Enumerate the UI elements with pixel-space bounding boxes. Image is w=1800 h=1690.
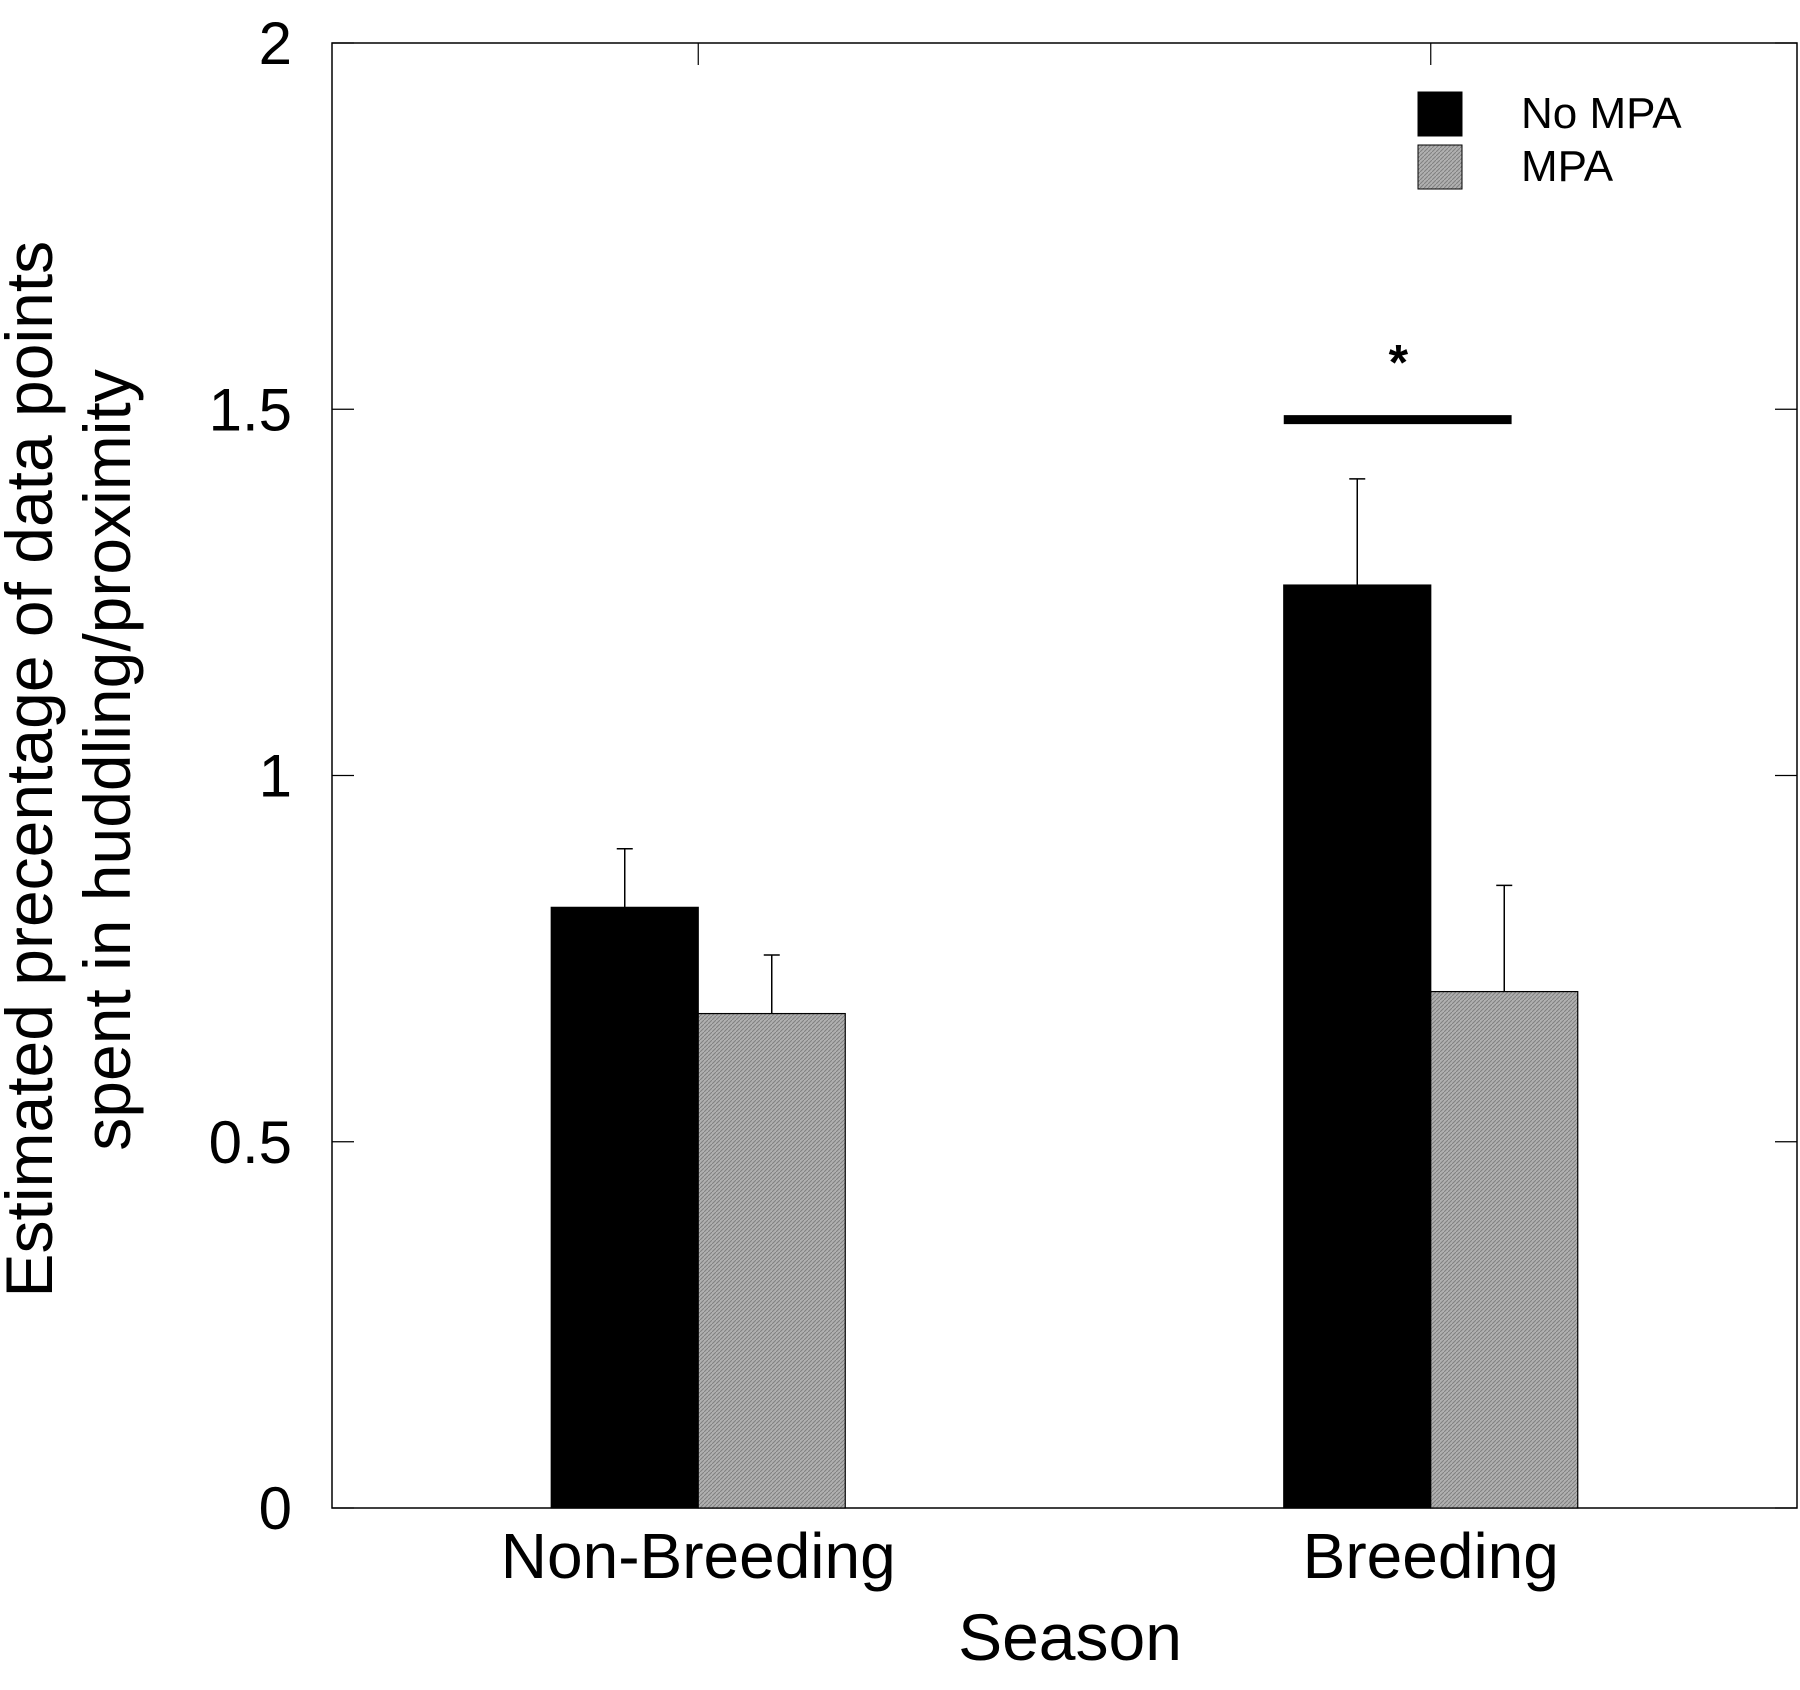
- y-axis-title-line-2: spent in huddling/proximity: [70, 369, 144, 1150]
- x-axis-title: Season: [958, 1600, 1182, 1674]
- x-tick-label: Breeding: [1303, 1520, 1559, 1592]
- legend-swatch: [1417, 144, 1463, 190]
- y-tick-label: 1: [259, 743, 292, 810]
- y-axis-title: Estimated precentage of data points spen…: [0, 222, 144, 1297]
- bar-mpa-non-breeding: [697, 1012, 846, 1509]
- y-tick-label: 0.5: [209, 1109, 292, 1176]
- x-tick-label: Non-Breeding: [501, 1520, 896, 1592]
- y-tick-label: 1.5: [209, 376, 292, 443]
- bar-mpa-breeding: [1430, 990, 1579, 1509]
- legend-swatch: [1417, 91, 1463, 137]
- y-tick-label: 2: [259, 10, 292, 77]
- legend-label: MPA: [1521, 142, 1614, 191]
- bar-no-mpa-non-breeding: [550, 906, 699, 1509]
- y-axis-title-line-1: Estimated precentage of data points: [0, 241, 66, 1298]
- significance-marker: *: [1389, 335, 1409, 391]
- y-tick-label: 0: [259, 1475, 292, 1542]
- bar-no-mpa-breeding: [1283, 584, 1432, 1509]
- legend-label: No MPA: [1521, 89, 1682, 138]
